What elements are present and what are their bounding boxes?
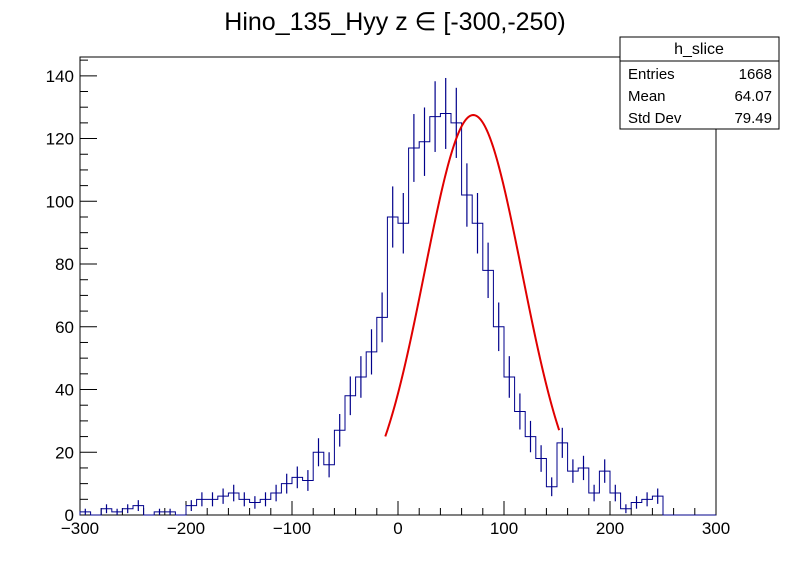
stats-box: h_slice Entries 1668 Mean 64.07 Std Dev … <box>619 36 780 130</box>
y-tick-label: 40 <box>55 381 74 400</box>
x-tick-label: −100 <box>273 519 311 538</box>
y-axis: 0 20 40 60 80 100 120 140 <box>46 59 97 525</box>
x-tick-label: 200 <box>596 519 624 538</box>
x-tick-label: 0 <box>393 519 402 538</box>
y-tick-label: 140 <box>46 67 74 86</box>
x-axis: −300 −200 −100 0 100 200 300 <box>61 501 730 538</box>
histogram-line <box>79 112 716 516</box>
stats-mean-value: 64.07 <box>734 88 772 105</box>
y-tick-label: 80 <box>55 255 74 274</box>
stats-box-title: h_slice <box>674 41 724 58</box>
x-tick-label: −200 <box>167 519 205 538</box>
stats-stddev-label: Std Dev <box>628 110 682 127</box>
chart-title: Hino_135_Hyy z ∈ [-300,-250) <box>224 8 565 36</box>
stats-entries-value: 1668 <box>739 66 772 83</box>
fit-curve <box>384 114 561 437</box>
y-tick-label: 120 <box>46 130 74 149</box>
y-tick-label: 60 <box>55 318 74 337</box>
error-bars <box>84 77 659 515</box>
stats-mean-label: Mean <box>628 88 666 105</box>
x-tick-label: 100 <box>490 519 518 538</box>
y-tick-label: 20 <box>55 443 74 462</box>
y-tick-label: 0 <box>65 506 74 525</box>
x-tick-label: 300 <box>702 519 730 538</box>
y-tick-label: 100 <box>46 192 74 211</box>
x-tick-label: −300 <box>61 519 99 538</box>
stats-stddev-value: 79.49 <box>734 110 772 127</box>
stats-entries-label: Entries <box>628 66 675 83</box>
